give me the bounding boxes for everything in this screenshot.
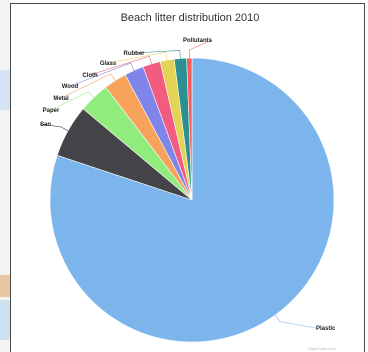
connector-glass: [107, 51, 168, 64]
pie-slice-pollutants[interactable]: [186, 57, 193, 201]
connector-san: [39, 123, 69, 132]
slice-label-pollutants: Pollutants: [183, 38, 213, 44]
slice-label-rubber: Rubber: [124, 51, 146, 57]
chart-title: Beach litter distribution 2010: [121, 12, 260, 24]
connector-plastic: [274, 314, 317, 329]
slice-label-wood: Wood: [62, 84, 79, 90]
connector-paper: [50, 91, 95, 111]
connector-metal: [60, 73, 116, 99]
connector-wood: [69, 62, 135, 87]
slice-label-paper: Paper: [43, 108, 60, 114]
connector-pollutants: [188, 39, 213, 59]
left-background-strip: [0, 275, 10, 297]
slice-label-plastic: Plastic: [316, 326, 336, 332]
slice-label-glass: Glass: [100, 61, 117, 67]
slice-label-cloth: Cloth: [82, 73, 98, 79]
left-background-strip: [0, 70, 10, 110]
left-background-strip: [0, 300, 10, 340]
chart-credit: Highcharts.com: [308, 346, 336, 351]
left-background-panel: [0, 0, 10, 352]
slice-label-metal: Metal: [53, 96, 69, 102]
slice-label-san: San: [40, 122, 51, 128]
pie-slices: [49, 57, 335, 343]
connector-cloth: [89, 55, 152, 76]
connector-rubber: [133, 50, 181, 59]
